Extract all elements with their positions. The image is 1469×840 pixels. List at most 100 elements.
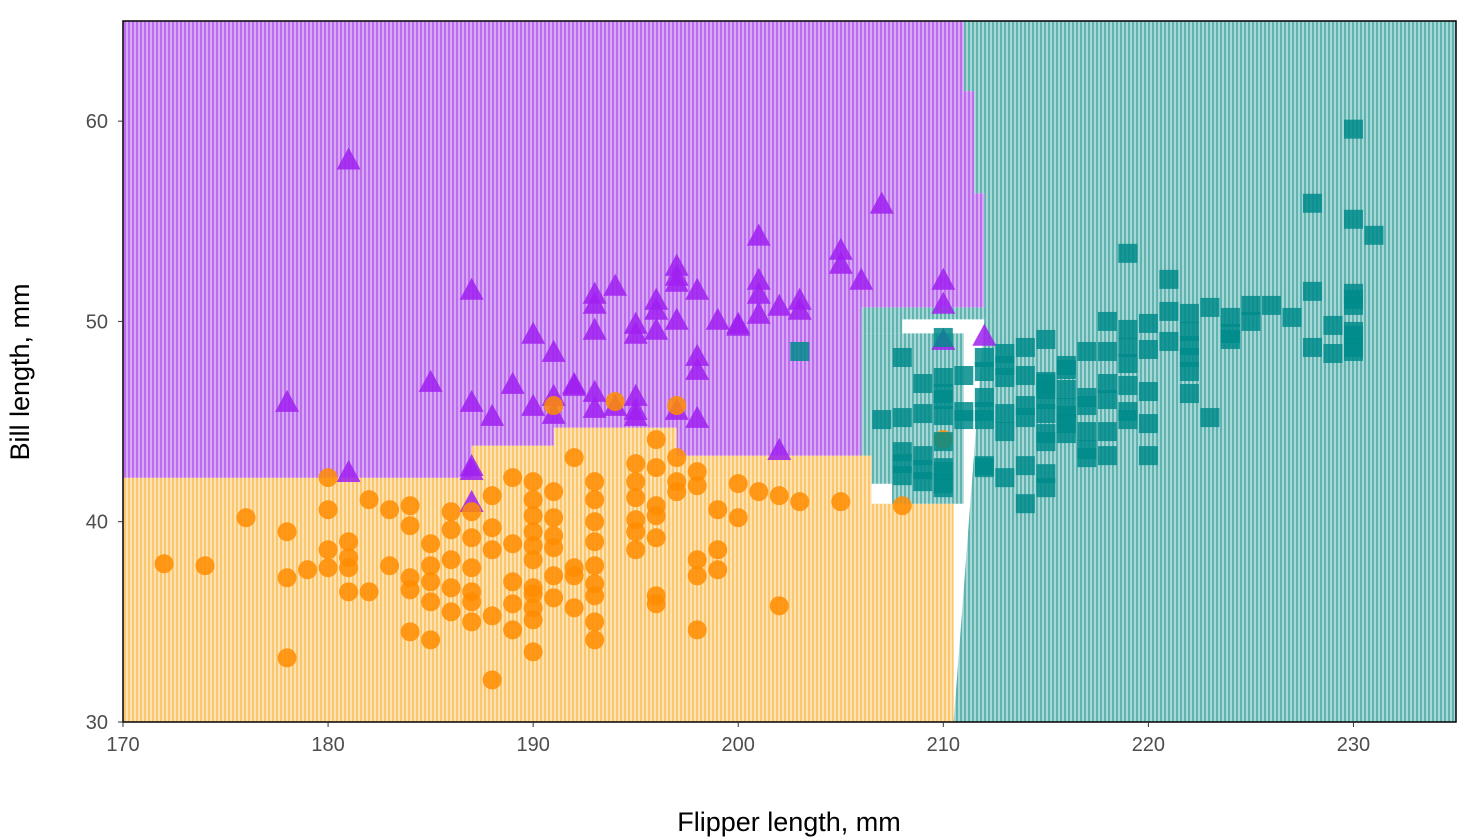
data-point-circle — [769, 486, 789, 506]
data-point-square — [1015, 337, 1035, 357]
data-point-triangle — [685, 357, 710, 380]
data-point-square — [1036, 404, 1056, 424]
data-point-square — [1015, 456, 1035, 476]
data-point-square — [995, 422, 1015, 442]
data-point-circle — [667, 448, 687, 468]
x-tick-label: 200 — [722, 734, 755, 756]
data-point-circle — [318, 540, 338, 560]
data-point-circle — [318, 500, 338, 520]
data-point-square — [1077, 448, 1097, 468]
data-point-circle — [318, 558, 338, 578]
data-point-triangle — [685, 405, 710, 428]
data-point-circle — [585, 532, 605, 552]
data-point-square — [933, 390, 953, 410]
data-point-triangle — [521, 321, 546, 344]
data-point-circle — [380, 500, 400, 520]
data-point-circle — [421, 556, 441, 576]
data-point-triangle — [705, 307, 730, 330]
y-tick-label: 30 — [86, 712, 108, 734]
data-point-triangle — [664, 307, 689, 330]
data-point-square — [1077, 396, 1097, 416]
data-point-circle — [831, 492, 851, 512]
data-point-circle — [503, 572, 523, 592]
data-point-circle — [523, 536, 543, 556]
data-point-circle — [564, 448, 584, 468]
data-point-circle — [687, 462, 707, 482]
data-point-circle — [544, 482, 564, 502]
data-point-square — [790, 341, 810, 361]
data-point-square — [1179, 384, 1199, 404]
data-point-circle — [462, 502, 482, 522]
data-point-square — [1302, 193, 1322, 213]
data-point-square — [1118, 376, 1138, 396]
data-point-circle — [708, 560, 728, 580]
x-tick-label: 230 — [1337, 734, 1370, 756]
data-point-circle — [646, 506, 666, 526]
x-tick-label: 210 — [927, 734, 960, 756]
data-point-triangle — [787, 297, 812, 320]
data-point-square — [1343, 209, 1363, 229]
data-point-circle — [482, 518, 502, 538]
data-point-circle — [626, 454, 646, 474]
data-point-circle — [421, 534, 441, 554]
data-point-circle — [790, 492, 810, 512]
data-point-square — [892, 347, 912, 367]
data-point-square — [1118, 353, 1138, 373]
data-point-circle — [626, 522, 646, 542]
data-point-circle — [585, 612, 605, 632]
data-point-circle — [441, 550, 461, 570]
data-point-triangle — [459, 277, 484, 300]
data-point-circle — [421, 572, 441, 592]
data-point-square — [1261, 295, 1281, 315]
data-point-square — [1118, 243, 1138, 263]
data-point-circle — [626, 540, 646, 560]
data-point-triangle — [828, 237, 853, 260]
data-point-square — [913, 404, 933, 424]
data-point-triangle — [685, 343, 710, 366]
data-point-square — [1118, 319, 1138, 339]
data-point-circle — [462, 612, 482, 632]
data-point-circle — [154, 554, 174, 574]
data-point-circle — [749, 482, 769, 502]
data-point-square — [1118, 410, 1138, 430]
data-point-triangle — [521, 393, 546, 416]
data-point-circle — [585, 586, 605, 606]
data-point-circle — [359, 490, 379, 510]
data-point-square — [1241, 295, 1261, 315]
data-point-circle — [769, 596, 789, 616]
data-point-triangle — [746, 267, 771, 290]
y-tick-label: 40 — [86, 512, 108, 534]
data-point-circle — [523, 506, 543, 526]
data-point-circle — [503, 468, 523, 488]
data-point-triangle — [582, 395, 607, 418]
data-point-circle — [646, 528, 666, 548]
data-point-circle — [339, 582, 359, 602]
data-point-circle — [503, 594, 523, 614]
data-point-square — [1220, 307, 1240, 327]
data-point-square — [1097, 341, 1117, 361]
data-point-circle — [195, 556, 215, 576]
data-point-square — [1036, 432, 1056, 452]
data-point-square — [954, 410, 974, 430]
data-point-square — [933, 406, 953, 426]
x-axis-title: Flipper length, mm — [677, 807, 901, 837]
data-point-triangle — [541, 339, 566, 362]
data-point-circle — [585, 512, 605, 532]
data-point-square — [1241, 311, 1261, 331]
data-point-circle — [646, 458, 666, 478]
data-point-square — [892, 466, 912, 486]
data-point-square — [1077, 341, 1097, 361]
data-point-triangle — [869, 191, 894, 214]
data-point-square — [1302, 281, 1322, 301]
data-point-circle — [318, 468, 338, 488]
data-point-square — [995, 404, 1015, 424]
region-purple — [123, 21, 985, 478]
data-point-circle — [503, 620, 523, 640]
data-point-circle — [523, 550, 543, 570]
data-point-triangle — [726, 313, 751, 336]
data-point-circle — [626, 488, 646, 508]
data-point-square — [995, 368, 1015, 388]
data-point-triangle — [500, 371, 525, 394]
data-point-square — [1138, 446, 1158, 466]
data-point-square — [1159, 331, 1179, 351]
